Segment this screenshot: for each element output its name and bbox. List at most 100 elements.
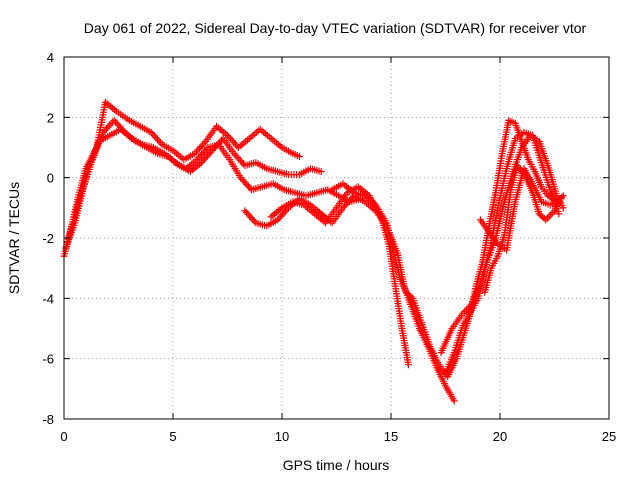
data-point bbox=[149, 130, 157, 138]
x-tick-label: 15 bbox=[384, 429, 398, 444]
data-point bbox=[152, 134, 160, 142]
data-point bbox=[344, 199, 352, 207]
data-point bbox=[99, 128, 107, 136]
data-point bbox=[246, 184, 254, 192]
data-point bbox=[236, 156, 244, 164]
data-points bbox=[60, 98, 567, 405]
x-tick-label: 25 bbox=[602, 429, 616, 444]
data-point bbox=[110, 116, 118, 124]
data-point bbox=[233, 153, 241, 161]
data-point bbox=[240, 177, 248, 185]
axis-ticks: 0 5 10 15 20 25 -8 -6 -4 -2 0 2 4 bbox=[42, 50, 616, 444]
data-point bbox=[347, 195, 355, 203]
data-point bbox=[341, 202, 349, 210]
series-track-3 bbox=[64, 125, 364, 242]
data-point bbox=[150, 132, 158, 140]
data-point bbox=[557, 195, 565, 203]
data-point bbox=[246, 212, 254, 220]
data-point bbox=[535, 210, 543, 218]
y-tick-label: 2 bbox=[47, 110, 54, 125]
data-point bbox=[295, 153, 303, 161]
series-track-2 bbox=[62, 116, 325, 251]
data-point bbox=[199, 157, 207, 165]
data-point bbox=[231, 140, 239, 148]
data-point bbox=[227, 135, 235, 143]
data-point bbox=[198, 150, 206, 158]
data-point bbox=[207, 148, 215, 156]
x-tick-label: 5 bbox=[169, 429, 176, 444]
data-point bbox=[339, 204, 347, 212]
data-point bbox=[107, 120, 115, 128]
data-point bbox=[200, 155, 208, 163]
y-tick-label: -2 bbox=[42, 231, 54, 246]
grid-lines bbox=[64, 57, 609, 419]
data-point bbox=[225, 133, 233, 141]
y-axis-label: SDTVAR / TECUs bbox=[6, 182, 22, 294]
y-tick-label: -4 bbox=[42, 291, 54, 306]
series-track-4 bbox=[241, 192, 458, 405]
data-point bbox=[147, 128, 155, 136]
data-point bbox=[199, 149, 207, 157]
data-point bbox=[278, 211, 286, 219]
data-point bbox=[239, 160, 247, 168]
data-point bbox=[537, 211, 545, 219]
data-point bbox=[197, 143, 205, 151]
data-point bbox=[547, 210, 555, 218]
x-tick-label: 0 bbox=[60, 429, 67, 444]
data-point bbox=[242, 209, 250, 217]
data-point bbox=[241, 207, 249, 215]
data-point bbox=[544, 214, 552, 222]
data-point bbox=[404, 361, 412, 369]
data-point bbox=[280, 209, 288, 217]
data-point bbox=[274, 216, 282, 224]
data-point bbox=[199, 141, 207, 149]
chart-title: Day 061 of 2022, Sidereal Day-to-day VTE… bbox=[84, 20, 587, 36]
data-point bbox=[549, 209, 557, 217]
data-point bbox=[197, 159, 205, 167]
data-point bbox=[195, 154, 203, 162]
data-point bbox=[102, 125, 110, 133]
data-point bbox=[238, 158, 246, 166]
y-tick-label: 4 bbox=[47, 50, 54, 65]
data-point bbox=[113, 120, 121, 128]
data-point bbox=[191, 150, 199, 158]
data-point bbox=[244, 210, 252, 218]
data-point bbox=[232, 151, 240, 159]
data-point bbox=[402, 288, 410, 296]
data-point bbox=[202, 153, 210, 161]
data-point bbox=[196, 152, 204, 160]
series-track-8 bbox=[442, 131, 567, 378]
data-point bbox=[192, 148, 200, 156]
data-point bbox=[404, 290, 412, 298]
data-point bbox=[205, 150, 213, 158]
x-tick-label: 20 bbox=[493, 429, 507, 444]
data-point bbox=[105, 122, 113, 130]
data-point bbox=[200, 139, 208, 147]
data-point bbox=[281, 207, 289, 215]
data-point bbox=[450, 397, 458, 405]
data-point bbox=[345, 197, 353, 205]
data-point bbox=[194, 146, 202, 154]
data-point bbox=[559, 204, 567, 212]
data-point bbox=[153, 135, 161, 143]
data-point bbox=[244, 182, 252, 190]
data-point bbox=[275, 214, 283, 222]
data-point bbox=[539, 213, 547, 221]
data-point bbox=[342, 200, 350, 208]
series-track-9 bbox=[476, 165, 563, 254]
data-point bbox=[155, 137, 163, 145]
data-point bbox=[277, 212, 285, 220]
data-point bbox=[195, 144, 203, 152]
series-track-1 bbox=[60, 98, 303, 260]
data-point bbox=[112, 118, 120, 126]
data-point bbox=[407, 293, 415, 301]
data-point bbox=[202, 145, 210, 153]
y-tick-label: -6 bbox=[42, 352, 54, 367]
data-point bbox=[317, 168, 325, 176]
x-axis-label: GPS time / hours bbox=[283, 457, 390, 473]
data-point bbox=[228, 137, 236, 145]
data-point bbox=[204, 152, 212, 160]
data-point bbox=[224, 131, 231, 139]
data-point bbox=[104, 123, 112, 131]
data-point bbox=[555, 210, 563, 218]
